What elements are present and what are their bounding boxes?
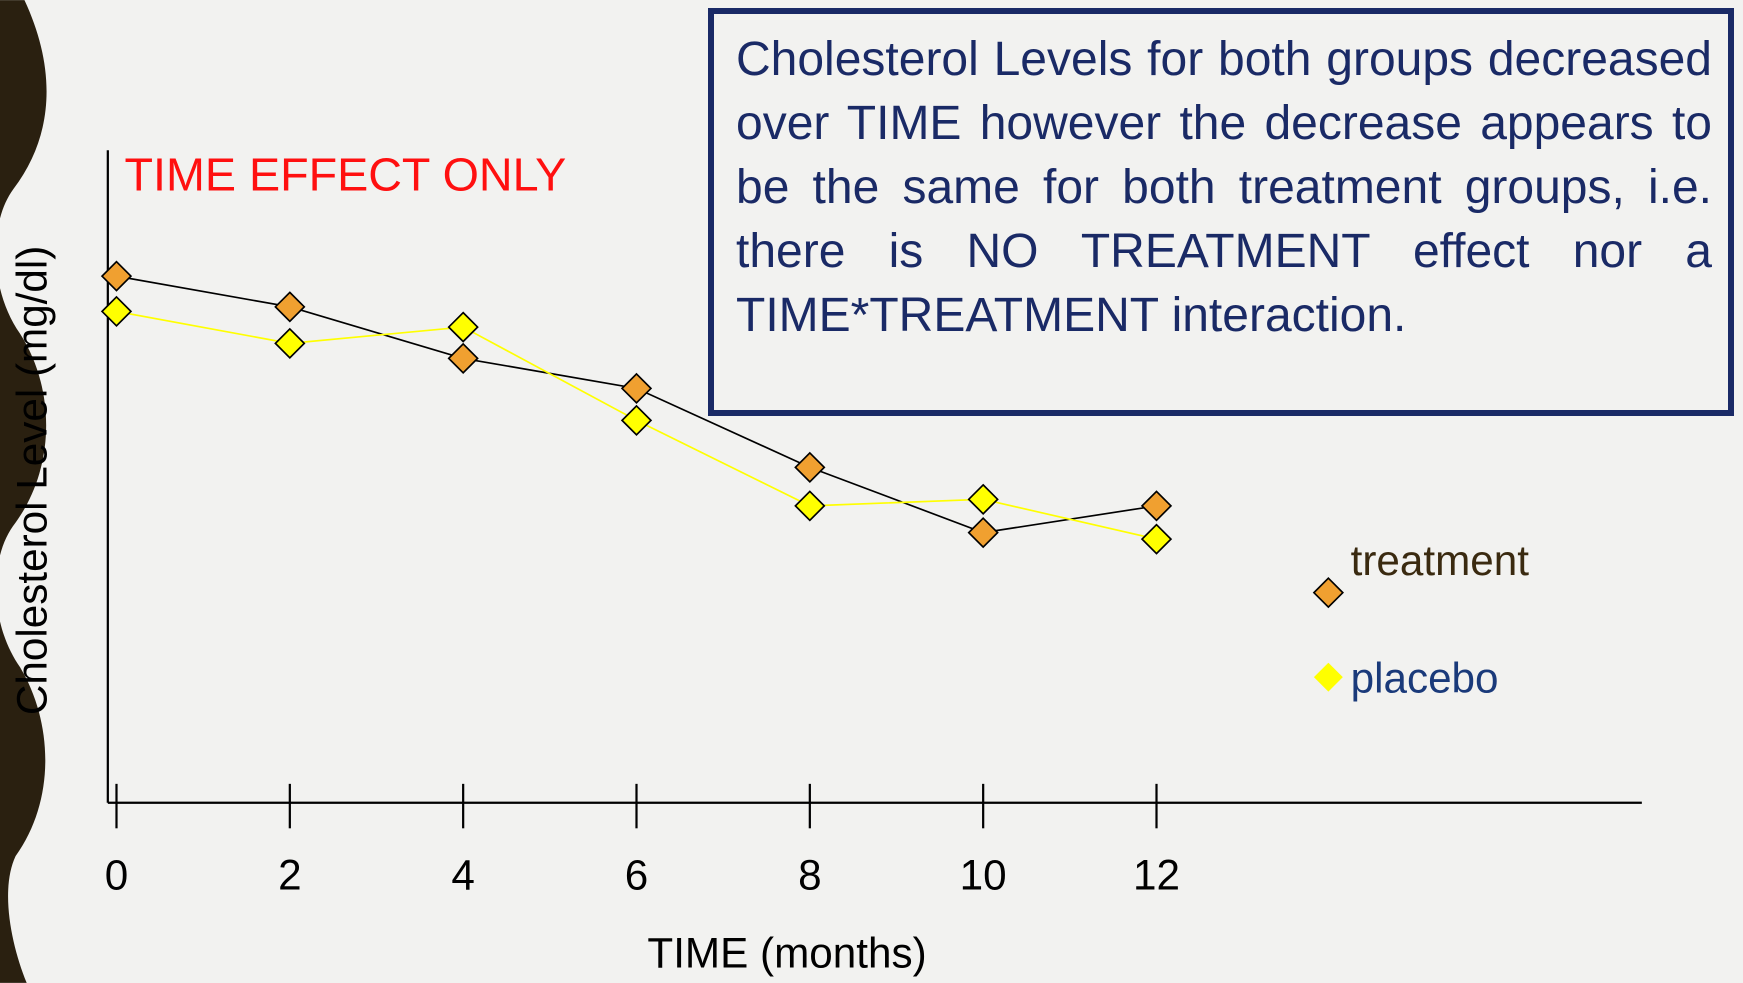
legend-marker — [1314, 578, 1343, 607]
y-axis-label: Cholesterol Level (mg/dl) — [9, 246, 56, 715]
x-tick-label: 0 — [105, 851, 129, 898]
data-point — [969, 485, 998, 514]
data-point — [795, 453, 824, 482]
data-point — [969, 518, 998, 547]
data-point — [275, 292, 304, 321]
x-tick-label: 8 — [798, 851, 822, 898]
data-point — [1142, 525, 1171, 554]
data-point — [275, 329, 304, 358]
x-tick-label: 2 — [278, 851, 302, 898]
legend-marker — [1314, 663, 1343, 692]
chart-title: TIME EFFECT ONLY — [125, 148, 567, 200]
x-tick-label: 12 — [1133, 851, 1180, 898]
x-axis-label: TIME (months) — [647, 929, 926, 976]
data-point — [102, 297, 131, 326]
data-point — [449, 344, 478, 373]
x-tick-label: 6 — [625, 851, 649, 898]
x-tick-label: 10 — [960, 851, 1007, 898]
data-point — [622, 406, 651, 435]
data-point — [102, 262, 131, 291]
data-point — [449, 313, 478, 342]
legend-label: placebo — [1351, 655, 1499, 702]
slide: TIME EFFECT ONLY Cholesterol Level (mg/d… — [0, 0, 1743, 983]
x-tick-label: 4 — [451, 851, 475, 898]
data-point — [795, 491, 824, 520]
data-point — [622, 374, 651, 403]
legend-label: treatment — [1351, 537, 1530, 584]
annotation-box: Cholesterol Levels for both groups decre… — [708, 8, 1734, 416]
data-point — [1142, 491, 1171, 520]
